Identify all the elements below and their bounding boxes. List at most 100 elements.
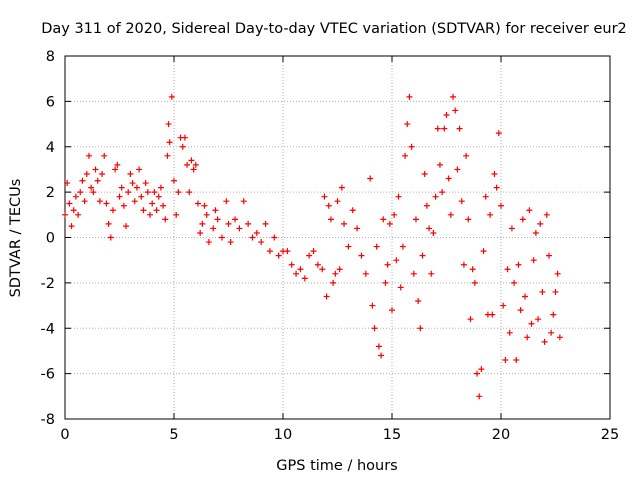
data-point — [199, 220, 206, 227]
data-point — [225, 220, 232, 227]
data-point — [532, 229, 539, 236]
data-point — [545, 252, 552, 259]
data-point — [482, 193, 489, 200]
data-point — [489, 311, 496, 318]
grid-lines — [65, 56, 610, 419]
data-point — [412, 216, 419, 223]
data-point — [179, 143, 186, 150]
data-point — [62, 211, 68, 218]
data-point — [107, 234, 114, 241]
data-point — [323, 293, 330, 300]
y-tick-label: 2 — [46, 185, 55, 201]
data-point — [373, 243, 380, 250]
data-point — [188, 157, 195, 164]
data-point — [456, 125, 463, 132]
data-point — [112, 166, 119, 173]
data-point — [487, 211, 494, 218]
data-point — [548, 329, 555, 336]
data-point — [469, 266, 476, 273]
data-point — [506, 329, 513, 336]
data-point — [118, 184, 125, 191]
data-point — [382, 279, 389, 286]
data-point — [430, 229, 437, 236]
data-point — [386, 220, 393, 227]
data-point — [284, 248, 291, 255]
data-point — [535, 316, 542, 323]
axis-ticks — [64, 55, 611, 420]
data-point — [192, 161, 199, 168]
data-point — [471, 279, 478, 286]
data-point — [314, 261, 321, 268]
data-point — [436, 161, 443, 168]
data-point — [480, 248, 487, 255]
data-point — [319, 266, 326, 273]
y-axis-label: SDTVAR / TECUs — [8, 179, 24, 298]
data-point — [397, 284, 404, 291]
data-point — [410, 270, 417, 277]
data-point — [478, 366, 485, 373]
data-point — [70, 207, 77, 214]
y-tick-label: 6 — [46, 94, 55, 110]
data-point — [537, 220, 544, 227]
data-point — [68, 223, 75, 230]
data-point — [338, 184, 345, 191]
data-point — [504, 266, 511, 273]
y-tick-label: 8 — [46, 49, 55, 65]
data-point — [341, 220, 348, 227]
data-point — [432, 193, 439, 200]
data-point — [428, 270, 435, 277]
data-point — [66, 200, 73, 207]
data-point — [495, 130, 502, 137]
data-point — [474, 370, 481, 377]
data-point — [168, 93, 175, 100]
data-point — [103, 200, 110, 207]
data-point — [138, 193, 145, 200]
data-point — [521, 293, 528, 300]
data-point — [399, 243, 406, 250]
chart-title: Day 311 of 2020, Sidereal Day-to-day VTE… — [41, 21, 627, 37]
data-point — [404, 121, 411, 128]
data-point — [88, 184, 95, 191]
data-point — [109, 207, 116, 214]
data-point — [123, 223, 130, 230]
data-point — [415, 298, 422, 305]
data-point — [166, 139, 173, 146]
data-point — [502, 357, 509, 364]
data-point — [297, 266, 304, 273]
data-point — [552, 288, 559, 295]
data-point — [345, 243, 352, 250]
data-point — [511, 279, 518, 286]
data-point — [402, 152, 409, 159]
data-point — [515, 261, 522, 268]
data-point — [232, 216, 239, 223]
data-point — [194, 200, 201, 207]
y-tick-label: -6 — [41, 367, 55, 383]
data-point — [452, 107, 459, 114]
x-tick-label: 10 — [274, 427, 292, 443]
data-point — [358, 252, 365, 259]
data-point — [165, 121, 172, 128]
data-point — [460, 261, 467, 268]
data-point — [85, 152, 92, 159]
data-point — [384, 261, 391, 268]
data-point — [306, 252, 313, 259]
data-point — [275, 252, 282, 259]
data-point — [391, 211, 398, 218]
data-point — [147, 211, 154, 218]
data-point — [327, 216, 334, 223]
data-point — [164, 152, 171, 159]
data-point — [149, 200, 156, 207]
y-tick-label: -4 — [41, 321, 55, 337]
data-point — [131, 198, 138, 205]
data-point — [64, 180, 71, 187]
data-point — [423, 202, 430, 209]
data-point — [210, 225, 217, 232]
data-point — [371, 325, 378, 332]
data-point — [77, 189, 84, 196]
x-tick-label: 25 — [601, 427, 619, 443]
data-point — [116, 193, 123, 200]
data-point — [155, 193, 162, 200]
data-point — [157, 184, 164, 191]
data-point — [288, 261, 295, 268]
